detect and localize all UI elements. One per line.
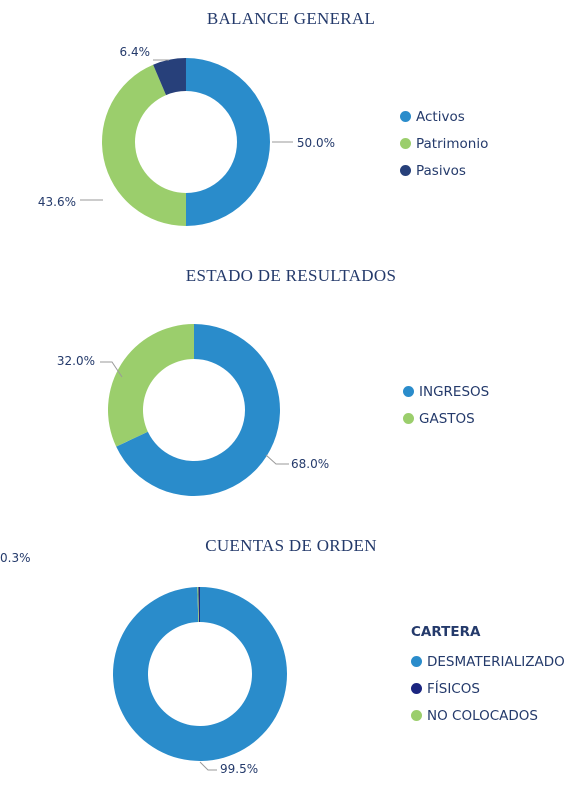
legend-label: Pasivos [416, 162, 466, 179]
legend-item: Pasivos [400, 157, 488, 184]
legend-item: INGRESOS [403, 378, 489, 405]
slice-desmaterializado [113, 587, 288, 761]
legend-item: NO COLOCADOS [411, 702, 565, 729]
legend-label: INGRESOS [419, 383, 490, 400]
legend-item: GASTOS [403, 405, 489, 432]
legend-dot-icon [403, 413, 414, 424]
slice-label: 0.3% [0, 551, 31, 565]
chart-title-balance: BALANCE GENERAL [206, 9, 376, 28]
donut-chart-cuentas: 99.5% 0.3% [0, 551, 288, 776]
legend-title: CARTERA [411, 624, 481, 640]
legend-label: Activos [416, 108, 465, 125]
chart-title-resultados: ESTADO DE RESULTADOS [185, 266, 397, 285]
legend-balance: Activos Patrimonio Pasivos [400, 103, 488, 184]
slice-label: 6.4% [120, 45, 151, 59]
slice-no-colocados [197, 587, 200, 623]
donut-chart-balance: 50.0% 43.6% 6.4% [38, 45, 335, 226]
legend-item: FÍSICOS [411, 675, 565, 702]
leader-line [265, 454, 289, 465]
legend-dot-icon [411, 683, 422, 694]
slice-label: 50.0% [297, 136, 335, 150]
slice-f-sicos [198, 587, 200, 623]
slice-label: 43.6% [38, 195, 76, 209]
legend-item: Patrimonio [400, 130, 488, 157]
slice-ingresos [116, 324, 280, 496]
legend-label: DESMATERIALIZADO [427, 653, 565, 670]
legend-dot-icon [403, 386, 414, 397]
legend-label: NO COLOCADOS [427, 707, 538, 724]
legend-dot-icon [400, 138, 411, 149]
legend-label: Patrimonio [416, 135, 489, 152]
leader-line [100, 361, 123, 378]
legend-dot-icon [400, 111, 411, 122]
slice-gastos [107, 324, 194, 447]
leader-line [199, 761, 217, 771]
legend-dot-icon [400, 165, 411, 176]
donut-chart-resultados: 68.0% 32.0% [57, 324, 329, 496]
legend-dot-icon [411, 656, 422, 667]
chart-title-cuentas: CUENTAS DE ORDEN [205, 536, 377, 555]
slice-pasivos [153, 58, 186, 96]
slice-label: 32.0% [57, 354, 95, 368]
slice-patrimonio [101, 64, 186, 226]
legend-dot-icon [411, 710, 422, 721]
legend-cuentas: CARTERA DESMATERIALIZADO FÍSICOS NO COLOCAD… [411, 624, 565, 729]
legend-label: GASTOS [419, 410, 475, 427]
slice-activos [186, 58, 271, 226]
legend-resultados: INGRESOS GASTOS [403, 378, 489, 432]
slice-label: 99.5% [220, 762, 258, 776]
legend-item: Activos [400, 103, 488, 130]
slice-label: 68.0% [291, 457, 329, 471]
legend-item: DESMATERIALIZADO [411, 648, 565, 675]
legend-label: FÍSICOS [427, 680, 480, 697]
